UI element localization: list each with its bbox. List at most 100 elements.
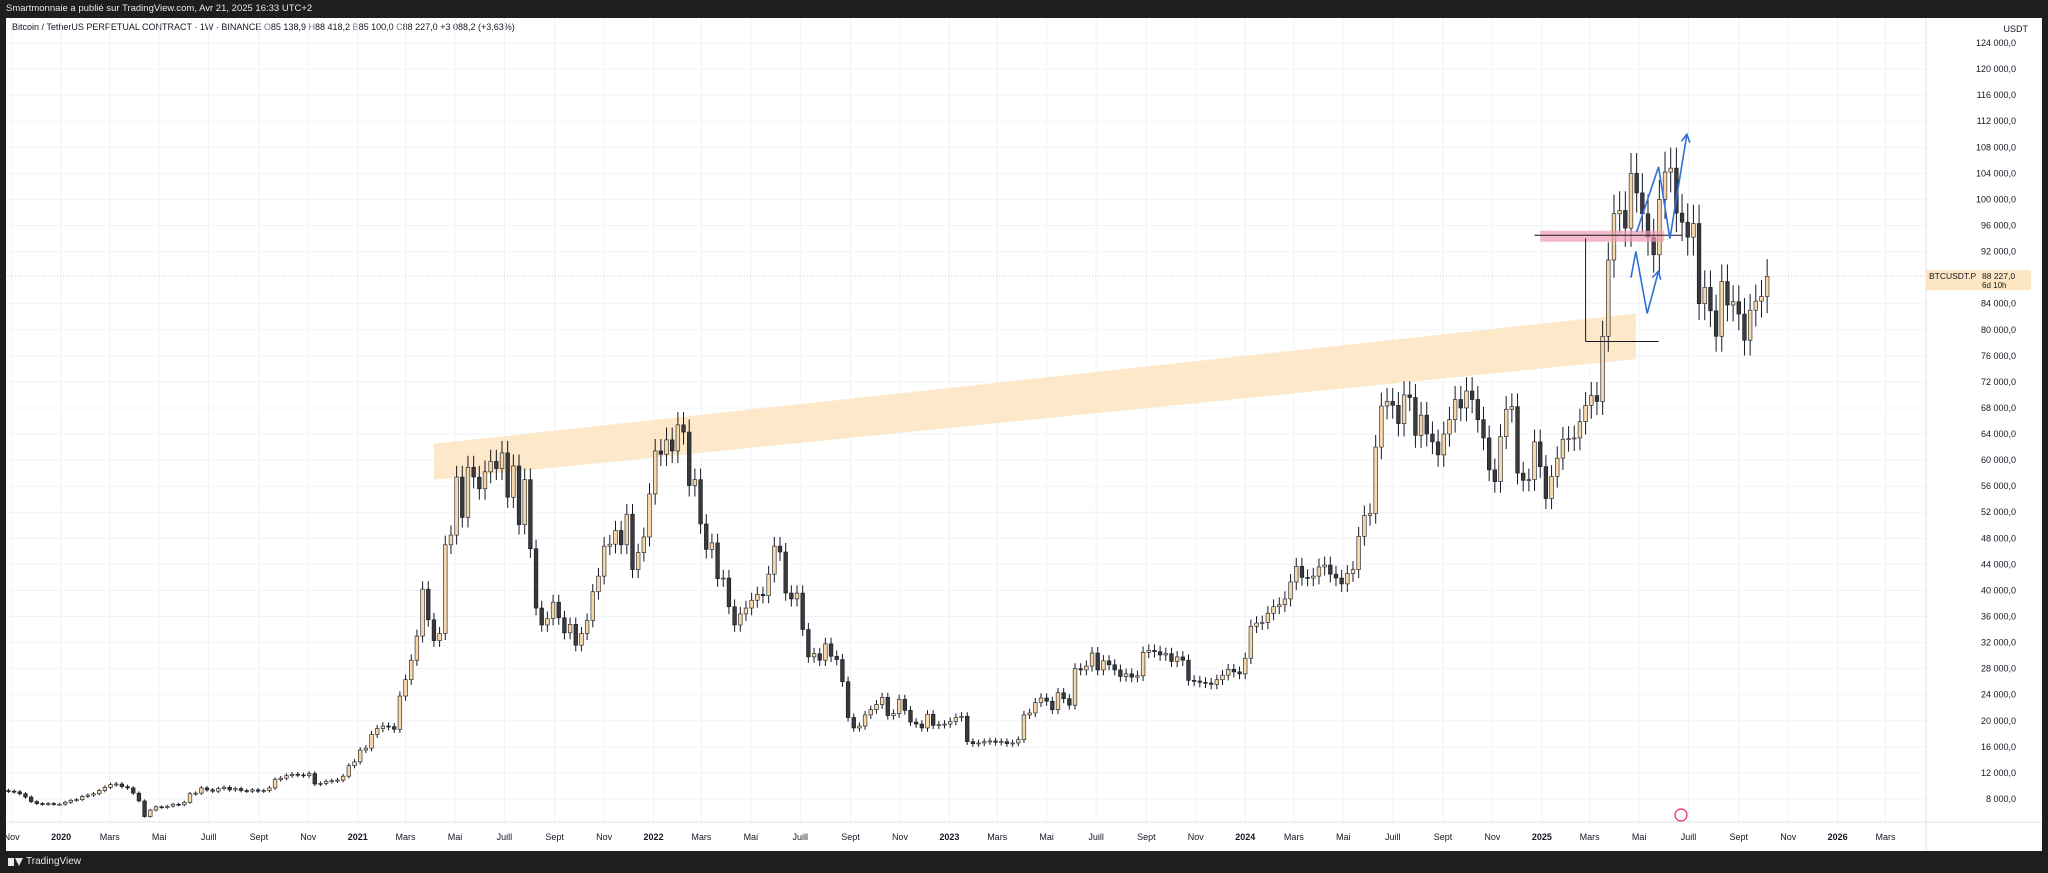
- candle-body: [613, 530, 618, 545]
- x-tick-label: Juill: [1681, 832, 1697, 842]
- candle-body: [1583, 405, 1588, 422]
- candle-body: [108, 784, 113, 788]
- candle-body: [346, 765, 351, 777]
- candle-body: [1152, 650, 1157, 653]
- candle-body: [443, 544, 448, 634]
- candle-body: [965, 715, 970, 742]
- candle-body: [636, 552, 641, 570]
- x-tick-label: 2025: [1532, 832, 1552, 842]
- candle-body: [698, 479, 703, 525]
- candle-body: [1004, 741, 1010, 744]
- candle-body: [1458, 399, 1463, 409]
- candle-body: [1504, 408, 1509, 437]
- candle-body: [1203, 682, 1208, 684]
- candle-body: [1038, 697, 1044, 703]
- candle-body: [607, 543, 612, 547]
- candle-body: [216, 788, 221, 792]
- candle-body: [255, 789, 261, 792]
- y-tick-label: 104 000,0: [1976, 168, 2016, 178]
- y-tick-label: 20 000,0: [1981, 716, 2016, 726]
- candle-body: [1095, 652, 1100, 671]
- candle-body: [1623, 210, 1628, 229]
- candle-body: [358, 749, 363, 763]
- resistance-zone: [1540, 230, 1665, 242]
- y-tick-label: 48 000,0: [1981, 533, 2016, 543]
- candlestick-chart[interactable]: 124 000,0 120 000,0 116 000,0 112 000,0 108 …: [6, 18, 2042, 851]
- price-unit: USDT: [2003, 24, 2029, 34]
- candle-body: [914, 721, 919, 725]
- candle-body: [556, 601, 561, 619]
- y-tick-label: 40 000,0: [1981, 585, 2016, 595]
- y-tick-label: 124 000,0: [1976, 38, 2016, 48]
- candle-body: [1067, 698, 1072, 706]
- candle-body: [828, 643, 834, 657]
- projection-path-small: [1630, 251, 1660, 314]
- candle-body: [210, 789, 215, 792]
- x-tick-label: Mars: [100, 832, 120, 842]
- x-tick-label: Mars: [1284, 832, 1304, 842]
- candle-body: [363, 747, 368, 751]
- candle-body: [352, 761, 357, 767]
- replay-icon[interactable]: [1674, 808, 1688, 822]
- candle-body: [1316, 566, 1322, 577]
- candle-body: [806, 629, 811, 658]
- candle-body: [715, 542, 720, 580]
- candle-body: [142, 800, 147, 817]
- candle-body: [624, 513, 629, 546]
- candle-body: [1135, 675, 1140, 678]
- candle-body: [590, 591, 595, 621]
- candle-body: [1435, 441, 1441, 456]
- candle-body: [1180, 656, 1185, 661]
- candle-body: [783, 551, 788, 594]
- x-tick-label: 2023: [939, 832, 959, 842]
- candle-body: [261, 790, 266, 792]
- candle-body: [1526, 479, 1532, 481]
- candle-body: [1657, 199, 1662, 256]
- candle-body: [1452, 399, 1458, 420]
- candle-body: [1555, 457, 1560, 477]
- candle-body: [97, 790, 102, 795]
- candle-body: [545, 618, 550, 626]
- y-tick-label: 52 000,0: [1981, 507, 2016, 517]
- candle-body: [1691, 223, 1696, 238]
- candle-body: [982, 741, 987, 744]
- candle-body: [1033, 702, 1038, 714]
- x-tick-label: Sept: [1730, 832, 1749, 842]
- candle-body: [1498, 436, 1503, 482]
- candle-body: [1481, 419, 1486, 439]
- candle-body: [1106, 660, 1112, 666]
- candle-body: [1424, 414, 1429, 435]
- tradingview-logo[interactable]: TradingView: [8, 851, 81, 873]
- candle-body: [460, 476, 465, 518]
- y-tick-label: 76 000,0: [1981, 351, 2016, 361]
- candle-body: [1010, 742, 1015, 745]
- candle-body: [403, 679, 408, 697]
- candle-body: [1197, 680, 1202, 683]
- candle-body: [148, 809, 153, 817]
- candle-body: [573, 624, 578, 646]
- last-price-tag: [1926, 270, 2031, 291]
- candle-body: [199, 787, 204, 794]
- x-tick-label: Nov: [596, 832, 613, 842]
- candle-body: [976, 742, 981, 745]
- x-tick-label: Mai: [152, 832, 167, 842]
- candle-body: [1248, 625, 1254, 659]
- candle-body: [1226, 669, 1231, 676]
- x-tick-label: Mai: [448, 832, 463, 842]
- close-key: C: [396, 22, 403, 32]
- candle-body: [301, 774, 306, 777]
- candle-body: [1345, 573, 1350, 585]
- candle-body: [749, 599, 754, 609]
- candle-body: [1231, 669, 1237, 673]
- candle-body: [221, 786, 227, 789]
- candle-body: [318, 783, 323, 785]
- candle-body: [1174, 656, 1180, 662]
- y-tick-label: 96 000,0: [1981, 220, 2016, 230]
- candle-body: [323, 781, 329, 784]
- candle-body: [834, 655, 839, 660]
- chart-panel[interactable]: Bitcoin / TetherUS PERPETUAL CONTRACT · …: [6, 18, 2042, 851]
- candle-body: [902, 698, 907, 711]
- candle-body: [1027, 712, 1032, 716]
- candle-body: [1254, 622, 1259, 627]
- candle-body: [936, 724, 941, 727]
